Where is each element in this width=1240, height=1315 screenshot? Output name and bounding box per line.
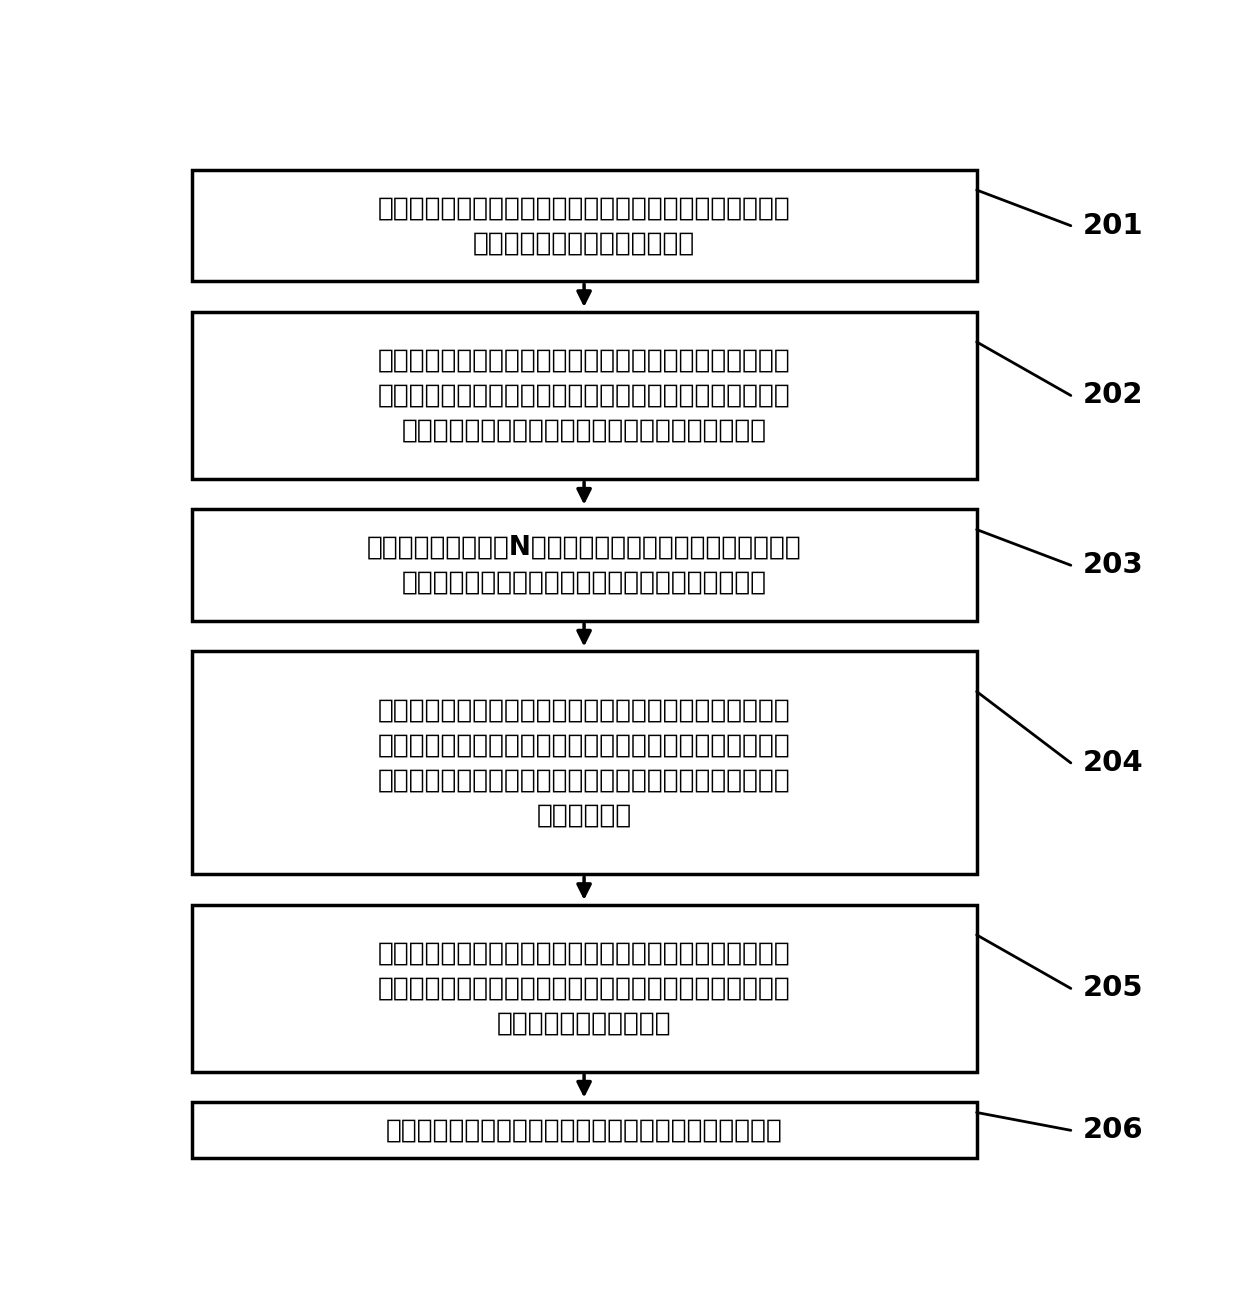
Bar — [191, 651, 977, 874]
Bar — [191, 1102, 977, 1159]
Bar — [191, 170, 977, 281]
Bar — [191, 312, 977, 479]
Text: 202: 202 — [1083, 381, 1143, 409]
Text: 当各分区对应的日成本满足预设条件时，将各分区的过程运
行策略作为目标运行策略，目标运行策略包括：目标出力策
略和目标热电比调节策略: 当各分区对应的日成本满足预设条件时，将各分区的过程运 行策略作为目标运行策略，目… — [378, 940, 790, 1036]
Text: 204: 204 — [1083, 750, 1143, 777]
Text: 205: 205 — [1083, 974, 1143, 1002]
Text: 201: 201 — [1083, 212, 1143, 239]
Text: 206: 206 — [1083, 1116, 1143, 1144]
Bar — [191, 905, 977, 1072]
Text: 基于出力模型和日成本模型，构建由上层模型和下层模型构
成的双层优化调度模型，其中，上层模型以日成本最小为目
标，下层模型以热电联产系统的用能效率最高为目标: 基于出力模型和日成本模型，构建由上层模型和下层模型构 成的双层优化调度模型，其中… — [378, 347, 790, 443]
Text: 获取综合能源园区的N个分区各自对应的初始运行策略，初始
运行策略包括：初始出力策略和初始热电比调节策略: 获取综合能源园区的N个分区各自对应的初始运行策略，初始 运行策略包括：初始出力策… — [367, 535, 801, 596]
Text: 根据综合能源系统中综合能源园区的运行情况，构建用于日
前调度的出力模型和日成本模型: 根据综合能源系统中综合能源园区的运行情况，构建用于日 前调度的出力模型和日成本模… — [378, 195, 790, 256]
Text: 根据所有运行策略，对综合能源园区进行对应的运行调度: 根据所有运行策略，对综合能源园区进行对应的运行调度 — [386, 1118, 782, 1143]
Text: 基于非合作博弈理论，根据所有初始运行策略，逐个对每一
分区进行双层优化调度模型的迭代寻优，确定各分区对应的
过程运行策略，过程运行策略包括：过程出力策略和过程热: 基于非合作博弈理论，根据所有初始运行策略，逐个对每一 分区进行双层优化调度模型的… — [378, 697, 790, 828]
Bar — [191, 509, 977, 621]
Text: 203: 203 — [1083, 551, 1143, 579]
